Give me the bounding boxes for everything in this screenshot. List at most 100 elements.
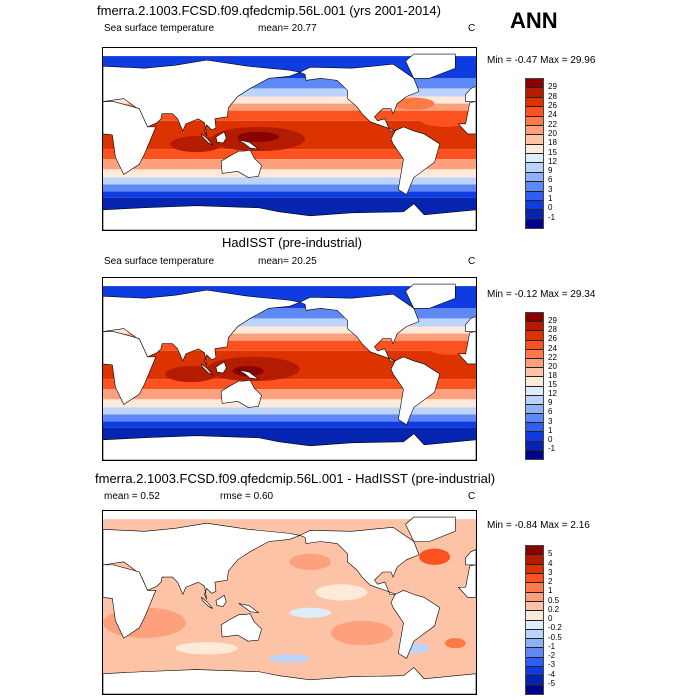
arctic-mask: [103, 511, 476, 520]
colorbar-box: [526, 423, 543, 433]
sst-anomaly-region: [268, 654, 311, 663]
colorbar-tick-label: -0.5: [548, 632, 562, 642]
colorbar-tick-label: 4: [548, 558, 553, 568]
colorbar-tick-label: 3: [548, 416, 553, 426]
colorbar-box: [526, 601, 543, 612]
colorbar-box: [526, 386, 543, 396]
colorbar-box: [526, 349, 543, 359]
greenland-landmass: [406, 517, 456, 541]
sumatra-landmass: [201, 364, 212, 375]
greenland-landmass: [406, 54, 456, 78]
australia-landmass: [221, 150, 261, 177]
north-america-landmass: [300, 527, 419, 594]
colorbar-box: [526, 107, 543, 117]
panel-3-minmax: Min = -0.84 Max = 2.16: [487, 520, 590, 531]
colorbar-box: [526, 135, 543, 145]
colorbar-box: [526, 191, 543, 201]
africa-west-landmass: [458, 102, 476, 134]
europe-west-landmass: [466, 550, 476, 565]
sst-anomaly-region: [237, 131, 280, 143]
colorbar-box: [526, 583, 543, 593]
colorbar-tick-label: 0: [548, 434, 553, 444]
europe-west-landmass: [466, 86, 476, 101]
panel-2-variable-label: Sea surface temperature: [104, 256, 215, 267]
sumatra-landmass: [201, 597, 212, 608]
panel-1-variable-label: Sea surface temperature: [104, 23, 215, 34]
sst-band: [103, 159, 476, 170]
sst-anomaly-region: [232, 365, 264, 377]
sst-band: [103, 340, 476, 351]
sst-band: [103, 110, 476, 121]
sst-band: [103, 103, 476, 111]
colorbar-tick-label: 1: [548, 586, 553, 596]
arctic-mask: [103, 48, 476, 57]
north-america-landmass: [300, 64, 419, 131]
colorbar-tick-label: 22: [548, 352, 557, 362]
colorbar-box: [526, 182, 543, 192]
borneo-landmass: [216, 362, 226, 373]
colorbar-box: [526, 154, 543, 164]
colorbar-box: [526, 432, 543, 442]
colorbar-tick-label: 26: [548, 334, 557, 344]
new-guinea-landmass: [239, 604, 259, 613]
colorbar-box: [526, 125, 543, 136]
sst-anomaly-region: [419, 548, 451, 565]
colorbar-box: [526, 116, 543, 126]
colorbar-tick-label: -5: [548, 678, 556, 688]
sst-band: [103, 389, 476, 400]
australia-landmass: [221, 380, 261, 407]
sst-band: [103, 333, 476, 341]
panel-3-mean: mean = 0.52: [104, 491, 160, 502]
panel-1-map: [102, 47, 477, 231]
colorbar-box: [526, 79, 543, 89]
colorbar-tick-label: 1: [548, 194, 553, 204]
colorbar-box: [526, 358, 543, 369]
africa-west-landmass: [458, 565, 476, 598]
colorbar-tick-label: 18: [548, 138, 557, 148]
colorbar-tick-label: 0.2: [548, 604, 560, 614]
sst-band: [103, 414, 476, 422]
colorbar-tick-label: 28: [548, 325, 557, 335]
sst-anomaly-region: [289, 553, 331, 570]
sst-anomaly-region: [419, 110, 471, 127]
colorbar-box: [526, 620, 543, 630]
panel-3-colorbar: [525, 545, 544, 695]
colorbar-box: [526, 629, 543, 640]
panel-1-title: fmerra.2.1003.FCSD.f09.qfedcmip.56L.001 …: [97, 3, 441, 18]
colorbar-box: [526, 592, 543, 602]
colorbar-tick-label: 24: [548, 110, 557, 120]
colorbar-tick-label: 9: [548, 166, 553, 176]
panel-2-minmax: Min = -0.12 Max = 29.34: [487, 289, 596, 300]
sst-band: [103, 177, 476, 185]
antarctica-landmass: [103, 434, 476, 460]
sst-band: [103, 308, 476, 319]
colorbar-box: [526, 219, 543, 228]
colorbar-tick-label: 12: [548, 389, 557, 399]
europe-west-landmass: [466, 316, 476, 331]
colorbar-box: [526, 441, 543, 451]
sst-band: [103, 421, 476, 428]
sst-band: [103, 191, 476, 198]
panel-3-title: fmerra.2.1003.FCSD.f09.qfedcmip.56L.001 …: [95, 471, 496, 486]
colorbar-box: [526, 450, 543, 459]
colorbar-box: [526, 657, 543, 668]
colorbar-tick-label: 20: [548, 361, 557, 371]
colorbar-tick-label: 3: [548, 567, 553, 577]
colorbar-tick-label: 28: [548, 91, 557, 101]
colorbar-box: [526, 144, 543, 154]
colorbar-box: [526, 414, 543, 424]
colorbar-tick-label: 29: [548, 316, 557, 326]
sst-band: [103, 96, 476, 104]
colorbar-tick-label: 0: [548, 203, 553, 213]
colorbar-box: [526, 172, 543, 183]
panel-1-map-svg: [103, 48, 476, 230]
sst-band: [103, 318, 476, 327]
colorbar-tick-label: 3: [548, 184, 553, 194]
panel-1-units: C: [468, 23, 476, 34]
panel-1-minmax: Min = -0.47 Max = 29.96: [487, 55, 596, 66]
panel-2-map: [102, 277, 477, 461]
greenland-landmass: [406, 284, 456, 308]
colorbar-box: [526, 648, 543, 658]
colorbar-box: [526, 340, 543, 350]
new-guinea-landmass: [239, 140, 259, 149]
